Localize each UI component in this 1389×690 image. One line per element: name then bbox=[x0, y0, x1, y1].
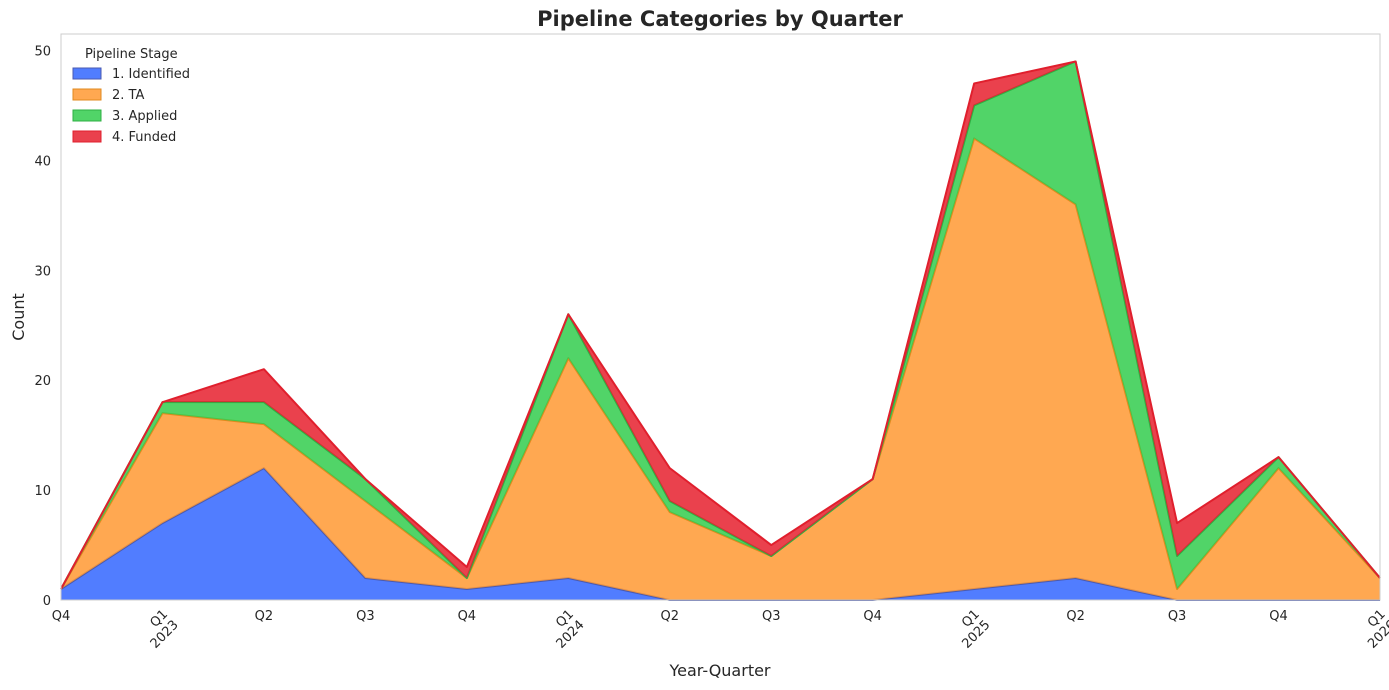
area-identified bbox=[61, 468, 1380, 600]
legend-swatch bbox=[72, 130, 102, 143]
x-tick-label: Q4 bbox=[1269, 609, 1288, 624]
x-tick-label: Q3 bbox=[356, 609, 375, 624]
legend-entry-label: 4. Funded bbox=[112, 130, 176, 145]
legend-entry-label: 3. Applied bbox=[112, 109, 177, 124]
x-tick-label: Q3 bbox=[762, 609, 781, 624]
y-axis-label: Count bbox=[9, 293, 28, 341]
y-tick-label: 40 bbox=[34, 154, 51, 169]
legend-swatch bbox=[72, 109, 102, 122]
x-tick-label: Q4 bbox=[458, 609, 477, 624]
x-tick-label: Q2 bbox=[661, 609, 680, 624]
plot-frame bbox=[60, 33, 1381, 601]
legend-swatch bbox=[72, 67, 102, 80]
legend-swatch bbox=[72, 88, 102, 101]
y-tick-label: 10 bbox=[34, 484, 51, 499]
x-tick-label: Q4 bbox=[52, 609, 71, 624]
x-axis-label: Year-Quarter bbox=[668, 661, 770, 680]
legend: Pipeline Stage 1. Identified 2. TA 3. Appl… bbox=[72, 47, 190, 145]
y-tick-label: 50 bbox=[34, 44, 51, 59]
area-layers bbox=[60, 60, 1381, 601]
chart-title: Pipeline Categories by Quarter bbox=[537, 7, 903, 31]
legend-title: Pipeline Stage bbox=[85, 47, 178, 62]
y-tick-label: 0 bbox=[43, 594, 51, 609]
x-tick-label: Q3 bbox=[1168, 609, 1187, 624]
x-tick-label: Q2 bbox=[255, 609, 274, 624]
area-ta bbox=[61, 138, 1380, 600]
line-funded bbox=[60, 60, 1381, 590]
legend-entry-label: 2. TA bbox=[112, 88, 144, 103]
legend-entry-label: 1. Identified bbox=[112, 67, 190, 82]
y-axis-ticks: 0 10 20 30 40 50 bbox=[34, 44, 51, 609]
y-tick-label: 30 bbox=[34, 264, 51, 279]
x-tick-label: Q2 bbox=[1066, 609, 1085, 624]
x-tick-label: Q4 bbox=[863, 609, 882, 624]
y-tick-label: 20 bbox=[34, 374, 51, 389]
area-applied bbox=[61, 61, 1380, 590]
